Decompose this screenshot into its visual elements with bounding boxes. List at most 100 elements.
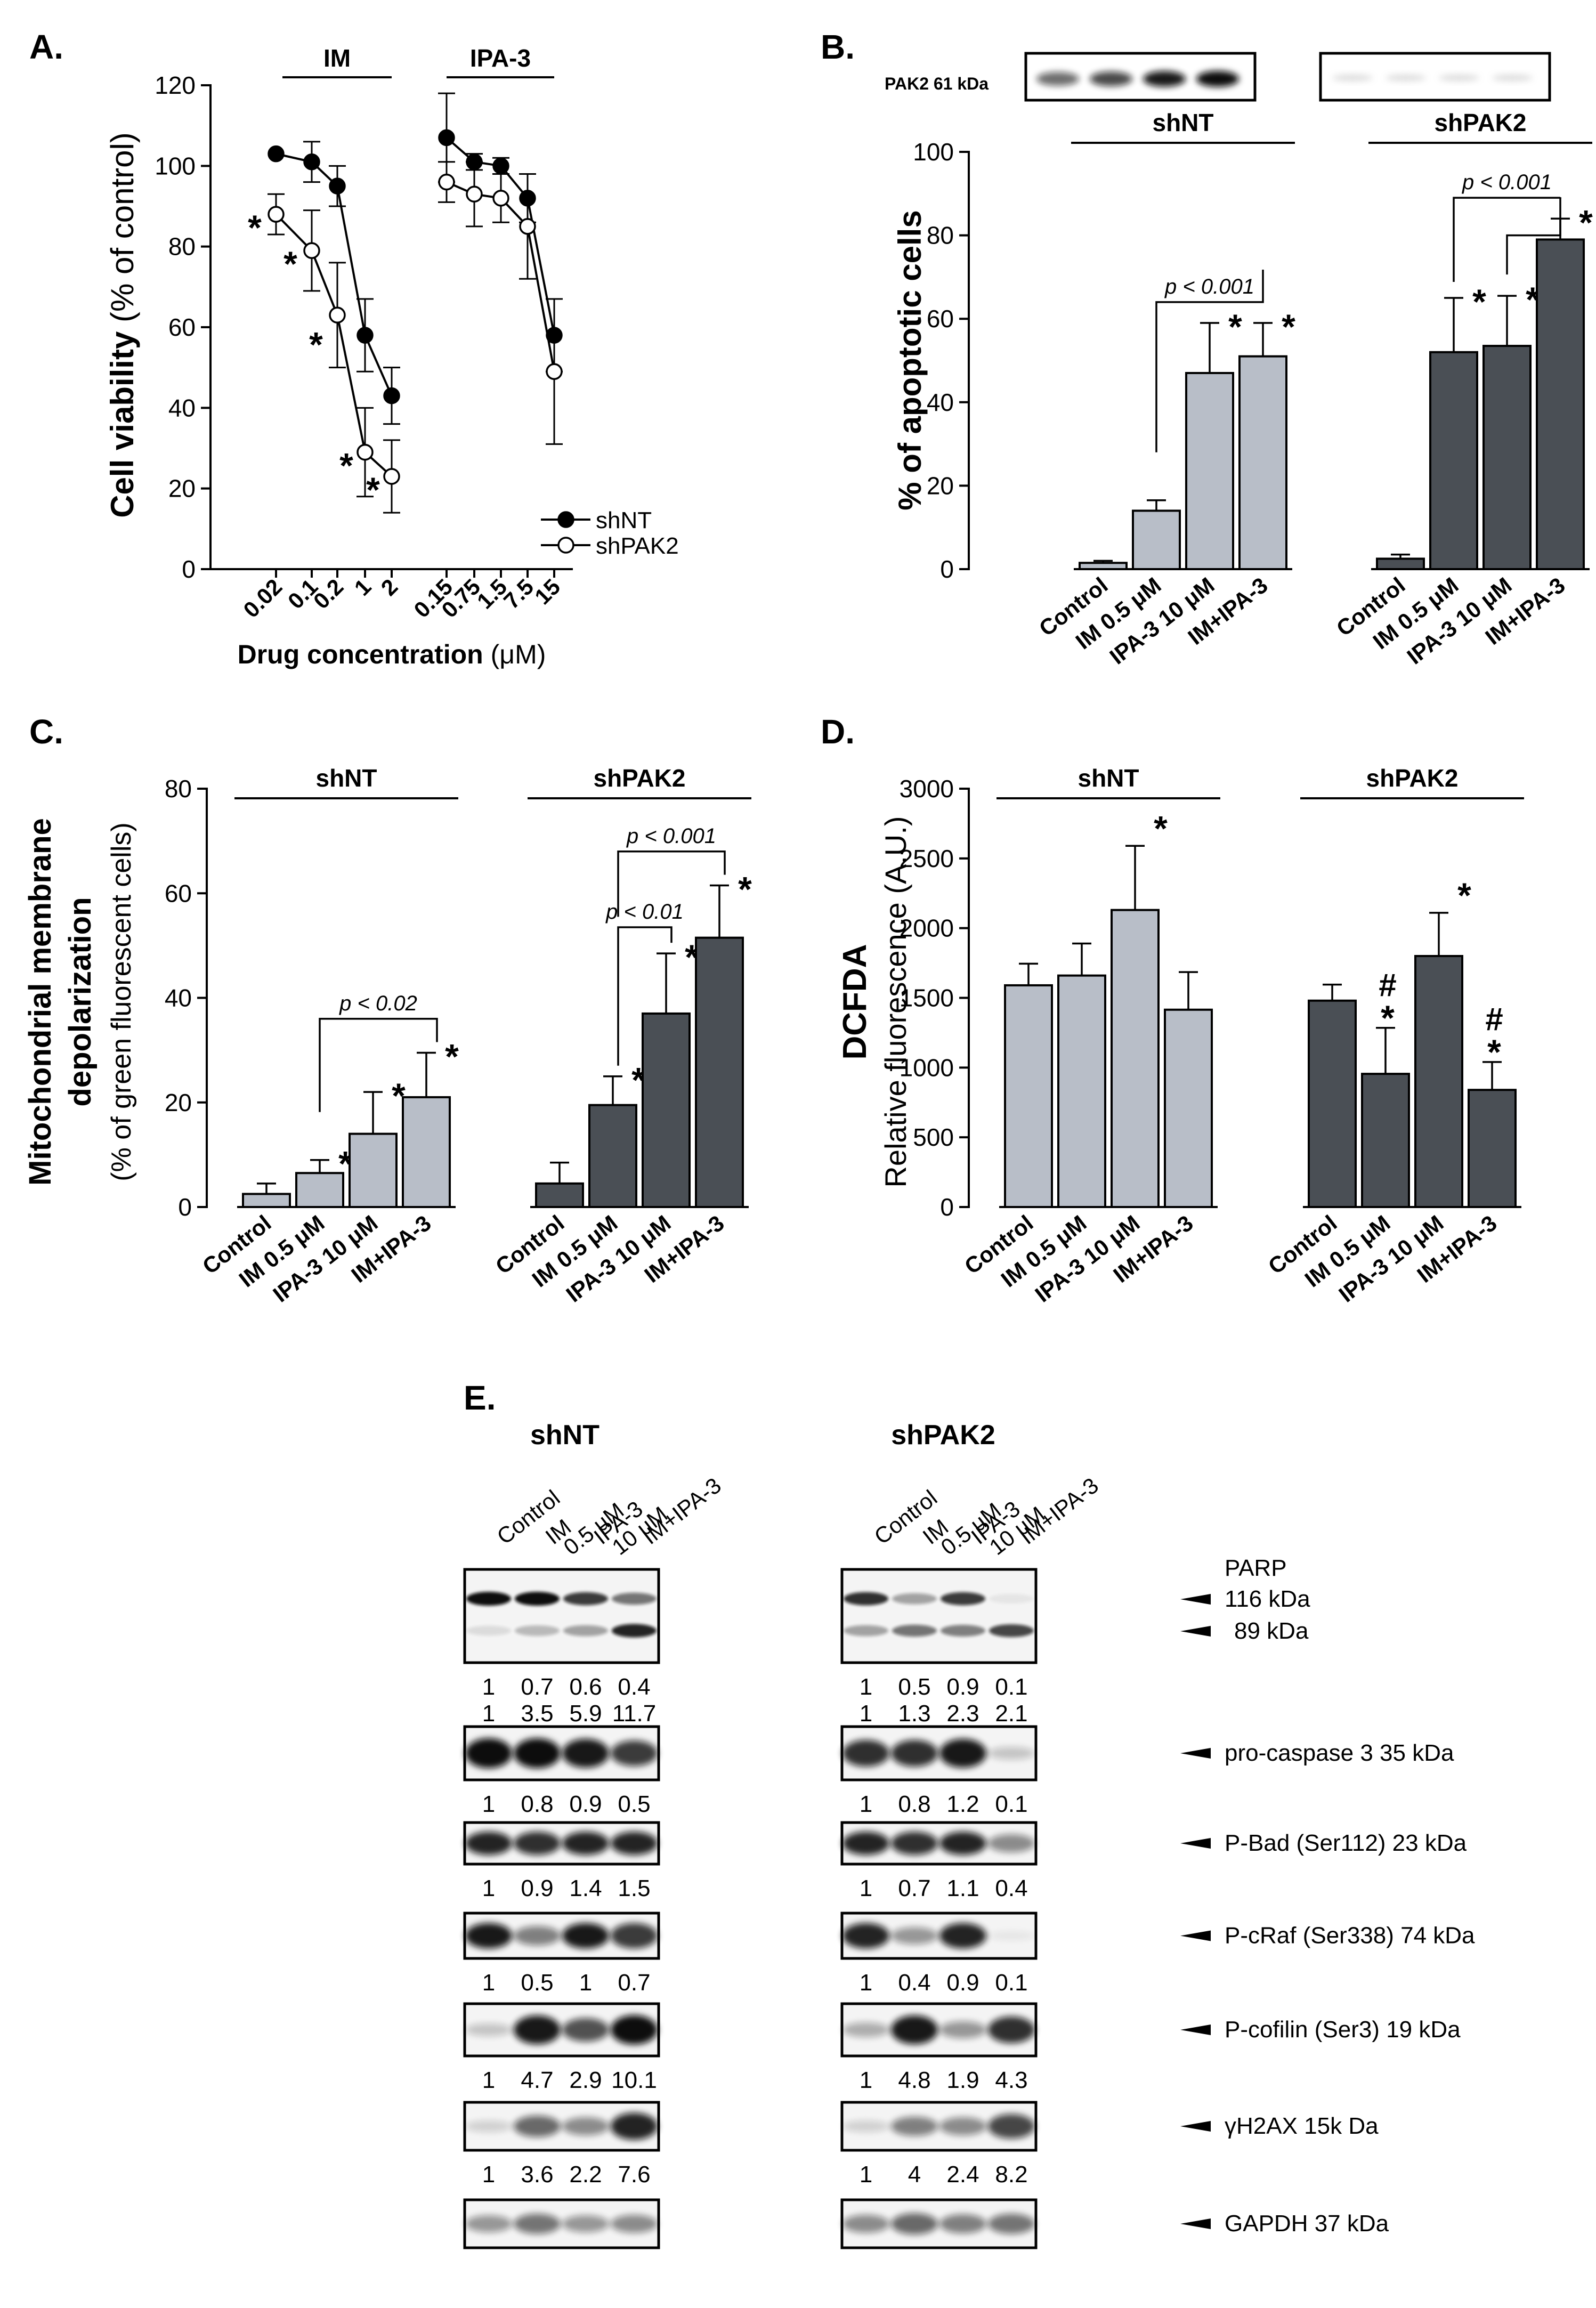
quant-value: 0.7 — [618, 1970, 650, 1996]
arrowhead — [1180, 1626, 1211, 1637]
blot-band — [611, 1740, 658, 1766]
bar — [1308, 999, 1357, 1208]
group-IM: IM0.020.10.2 1 2***** — [238, 44, 402, 622]
hash-mark: # — [1379, 967, 1396, 1003]
arrowhead — [1180, 1594, 1211, 1605]
significance-star: * — [1472, 282, 1486, 321]
y-tick-label: 0 — [178, 1193, 192, 1221]
quant-value: 0.4 — [995, 1875, 1027, 1901]
x-tick-label: 0.2 — [309, 574, 349, 614]
bar — [1376, 557, 1425, 571]
data-point-shNT — [357, 327, 374, 344]
data-point-shNT — [303, 153, 320, 171]
blot-gapdh: GAPDH 37 kDa — [463, 2198, 1389, 2249]
legend-marker — [557, 511, 574, 528]
blot-band — [989, 1624, 1034, 1637]
data-point-shPAK2 — [466, 185, 483, 203]
quant-value: 7.6 — [618, 2161, 650, 2188]
blot-p-bad: P-Bad (Ser112) 23 kDa 1 0.9 1.4 1.5 1 0.7 1.1 0.… — [463, 1821, 1467, 1901]
quant-value: 5.9 — [569, 1700, 602, 1727]
quant-value: 1 — [482, 2067, 495, 2093]
blot-band — [1196, 71, 1239, 87]
blot-band — [514, 2214, 561, 2234]
quant-value: 3.5 — [521, 1700, 553, 1727]
blot-label: γH2AX 15k Da — [1225, 2113, 1379, 2139]
arrowhead — [1180, 2121, 1211, 2132]
y-axis-label: Cell viability (% of control) — [104, 132, 140, 518]
blot-band — [465, 1738, 512, 1768]
x-axis-label: Drug concentration (μM) — [238, 639, 546, 669]
bar — [402, 1096, 451, 1208]
p-value-label: p < 0.001 — [626, 824, 716, 848]
blot-label: 89 kDa — [1234, 1618, 1309, 1644]
group-label: shNT — [530, 1420, 599, 1451]
bar — [1111, 909, 1160, 1208]
series-shPAK2: Control#*IM 0.5 μM*IPA-3 10 μM#*IM+IPA-3 — [1263, 876, 1517, 1307]
y-axis-label-3: (% of green fluorescent cells) — [106, 822, 137, 1181]
y-axis-label-2: depolarization — [63, 897, 98, 1106]
x-tick-label: 0.02 — [238, 574, 287, 622]
significance-star: * — [1579, 203, 1593, 242]
quant-value: 1 — [860, 2161, 872, 2188]
blot-frame — [840, 1568, 1038, 1664]
bar — [1185, 371, 1234, 570]
axis-label-part: (μM) — [483, 639, 546, 669]
significance-star: * — [309, 325, 323, 364]
blot-band — [1036, 72, 1079, 86]
bar — [1536, 238, 1585, 570]
quant-value: 0.5 — [898, 1674, 930, 1700]
bar — [349, 1132, 398, 1208]
p-value-label: p < 0.001 — [1462, 171, 1552, 194]
quant-value: 0.7 — [898, 1875, 930, 1901]
blot-band — [1439, 75, 1479, 81]
y-tick-label: 20 — [927, 472, 954, 499]
bar — [295, 1172, 344, 1208]
bar — [642, 1012, 691, 1208]
quant-value: 2.9 — [569, 2067, 602, 2093]
blot-band — [939, 2214, 986, 2233]
quant-value: 1 — [482, 1875, 495, 1901]
y-tick-label: 1500 — [900, 984, 954, 1012]
quant-value: 0.1 — [995, 1674, 1027, 1700]
data-point-shNT — [438, 129, 455, 147]
x-tick-label: 15 — [530, 574, 565, 609]
blot-band — [612, 1592, 657, 1605]
blot-label: pro-caspase 3 35 kDa — [1225, 1740, 1454, 1766]
blot-band — [891, 1927, 938, 1945]
blot-band — [466, 1625, 511, 1636]
quant-value: 1 — [860, 1875, 872, 1901]
y-tick-label: 100 — [155, 152, 196, 180]
y-axis-label: % of apoptotic cells — [892, 210, 928, 510]
quant-value: 1.3 — [898, 1700, 930, 1727]
bar — [535, 1182, 584, 1208]
blot-band — [941, 1625, 985, 1637]
blot-band — [465, 1832, 512, 1855]
blot-band — [612, 1624, 657, 1638]
significance-star: * — [1228, 307, 1242, 346]
blot-label: GAPDH 37 kDa — [1225, 2210, 1389, 2237]
quant-value: 1 — [860, 1970, 872, 1996]
quant-value: 1 — [860, 2067, 872, 2093]
blot-band — [611, 1832, 658, 1855]
blot-band — [939, 1832, 986, 1855]
blot-band — [939, 1923, 986, 1949]
blot-band — [842, 1832, 889, 1855]
quant-value: 1 — [860, 1700, 872, 1727]
significance-star: * — [738, 870, 752, 909]
significance-star: * — [339, 446, 353, 485]
arrowhead — [1180, 1838, 1211, 1849]
group-header-label: shPAK2 — [1366, 764, 1459, 792]
blot-band — [892, 1593, 937, 1605]
group-header-label: shNT — [1078, 764, 1139, 792]
significance-star: * — [1487, 1032, 1501, 1072]
quant-value: 2.2 — [569, 2161, 602, 2188]
blot-band — [562, 2215, 609, 2232]
blot-band — [562, 1832, 609, 1855]
blot-band — [611, 2015, 658, 2045]
y-tick-label: 20 — [165, 1089, 192, 1116]
legend-label: shPAK2 — [596, 533, 679, 559]
blot-band — [562, 2117, 609, 2135]
data-point-shNT — [383, 387, 400, 404]
